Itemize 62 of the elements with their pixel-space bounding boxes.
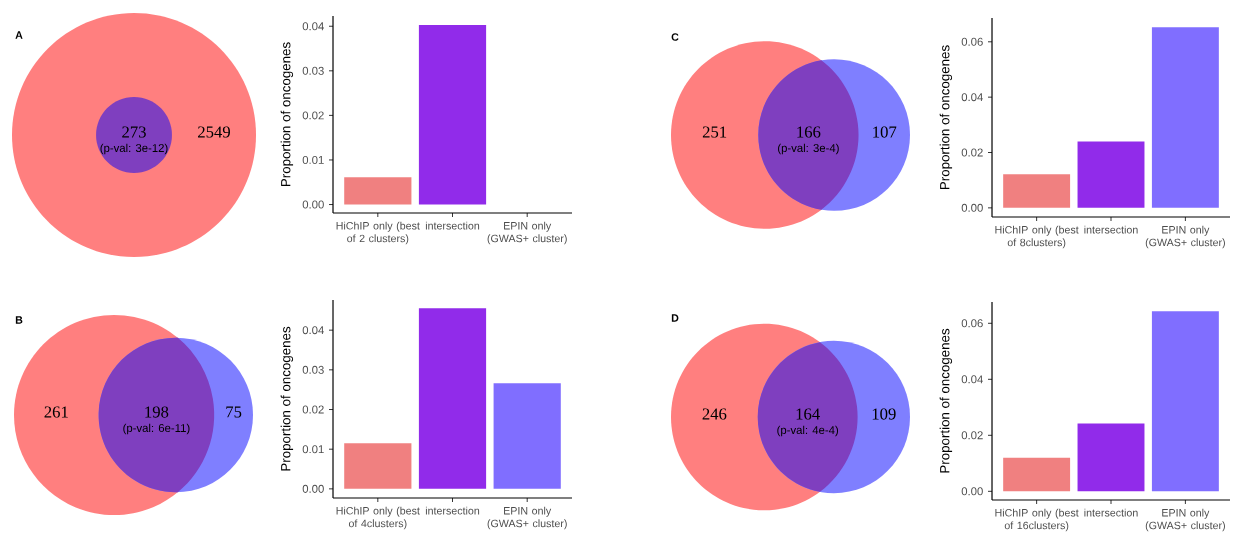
x-tick-label: intersection bbox=[1084, 508, 1138, 517]
text: (p-val: 3e-4) bbox=[778, 143, 839, 155]
y-tick-label: 0.00 bbox=[302, 484, 324, 493]
bar bbox=[1151, 27, 1219, 208]
text: C bbox=[671, 33, 679, 41]
data-label: 2549 bbox=[198, 126, 230, 138]
x-tick-label: HiChIP only (best of 16clusters) bbox=[995, 508, 1079, 532]
x-tick-label: EPIN only (GWAS+ cluster) bbox=[1145, 225, 1225, 249]
bar bbox=[418, 308, 487, 489]
data-label: 109 bbox=[872, 408, 896, 420]
data-label: 246 bbox=[702, 408, 727, 420]
y-tick-label: 0.04 bbox=[961, 93, 983, 102]
bar bbox=[344, 443, 412, 489]
data-label: 251 bbox=[702, 126, 727, 138]
y-tick-label: 0.04 bbox=[961, 375, 983, 384]
y-axis-title: Proportion of oncogenes bbox=[939, 328, 953, 473]
y-tick-label: 0.04 bbox=[302, 22, 324, 31]
y-tick-label: 0.03 bbox=[302, 365, 324, 374]
data-label: 273 bbox=[122, 126, 146, 138]
y-tick-label: 0.06 bbox=[961, 37, 983, 46]
y-tick-label: 0.06 bbox=[961, 319, 983, 328]
text: (p-val: 3e-12) bbox=[100, 143, 168, 155]
data-label: 164 bbox=[796, 408, 820, 420]
data-label: 198 bbox=[145, 406, 169, 418]
text: D bbox=[671, 314, 679, 322]
x-tick-label: HiChIP only (best of 4clusters) bbox=[336, 506, 420, 530]
x-tick-label: intersection bbox=[1084, 225, 1138, 234]
bar bbox=[1151, 311, 1219, 492]
bar bbox=[1003, 457, 1071, 492]
y-axis-title: Proportion of oncogenes bbox=[280, 326, 294, 471]
bar bbox=[493, 383, 561, 489]
x-tick-label: EPIN only (GWAS+ cluster) bbox=[1145, 508, 1225, 532]
x-tick-label: EPIN only (GWAS+ cluster) bbox=[487, 221, 567, 245]
x-tick-label: EPIN only (GWAS+ cluster) bbox=[487, 506, 567, 530]
y-tick-label: 0.04 bbox=[302, 326, 324, 335]
x-tick-label: HiChIP only (best of 2 clusters) bbox=[336, 221, 420, 245]
y-tick-label: 0.02 bbox=[961, 431, 983, 440]
text: A bbox=[15, 31, 23, 39]
text: (p-val: 4e-4) bbox=[777, 425, 839, 437]
y-tick-label: 0.02 bbox=[302, 111, 324, 120]
x-tick-label: intersection bbox=[425, 506, 480, 515]
y-tick-label: 0.00 bbox=[302, 200, 324, 209]
x-tick-label: HiChIP only (best of 8clusters) bbox=[995, 225, 1079, 249]
y-tick-label: 0.00 bbox=[961, 487, 983, 496]
data-label: 261 bbox=[44, 406, 68, 418]
y-tick-label: 0.02 bbox=[302, 405, 324, 414]
bar bbox=[1077, 141, 1145, 208]
bar bbox=[1003, 174, 1071, 208]
data-label: 107 bbox=[873, 126, 897, 138]
text: (p-val: 6e-11) bbox=[123, 423, 190, 435]
x-tick-label: intersection bbox=[425, 221, 480, 230]
y-axis-title: Proportion of oncogenes bbox=[280, 42, 294, 187]
y-tick-label: 0.01 bbox=[302, 155, 324, 164]
data-label: 75 bbox=[226, 406, 242, 418]
y-axis-title: Proportion of oncogenes bbox=[939, 45, 953, 190]
y-tick-label: 0.01 bbox=[302, 445, 324, 454]
text: B bbox=[15, 316, 23, 324]
y-tick-label: 0.02 bbox=[961, 148, 983, 157]
y-tick-label: 0.03 bbox=[302, 66, 324, 75]
data-label: 166 bbox=[797, 126, 821, 138]
bar bbox=[1077, 423, 1145, 492]
y-tick-label: 0.00 bbox=[961, 203, 983, 212]
